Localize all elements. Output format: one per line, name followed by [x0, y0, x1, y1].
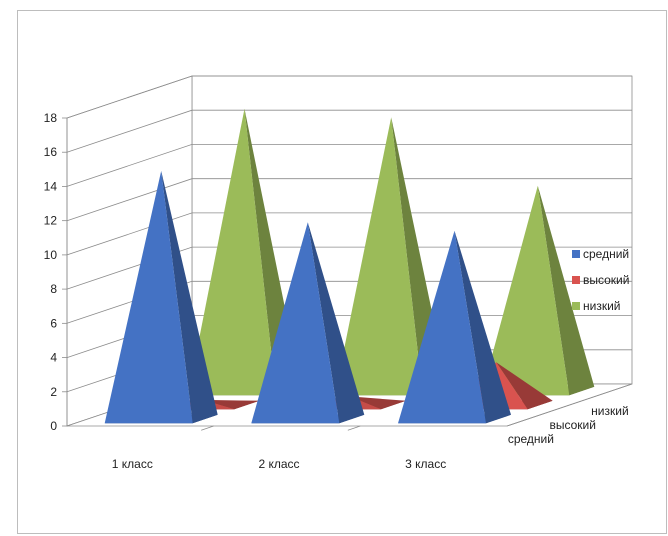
y-tick-label: 16 — [44, 145, 58, 159]
legend-label: высокий — [583, 273, 629, 287]
legend-label: средний — [583, 247, 629, 261]
gridline — [66, 178, 632, 222]
pyramid-side-face — [496, 362, 553, 410]
y-tick-label: 12 — [44, 214, 58, 228]
pyramid-side-face — [307, 222, 365, 424]
gridline — [66, 280, 632, 324]
legend-swatch — [572, 276, 580, 284]
pyramid-side-face — [202, 399, 260, 410]
pyramid-side-face — [161, 170, 218, 424]
depth-tick-label: высокий — [550, 418, 596, 432]
y-tick-label: 14 — [44, 179, 58, 193]
y-axis: 0 2 4 6 8 10 12 14 16 18 — [44, 111, 68, 433]
pyramid-side-face — [454, 230, 511, 424]
pyramid-front-face — [104, 170, 193, 424]
y-tick-label: 4 — [50, 351, 57, 365]
x-tick-mark — [201, 425, 214, 431]
pyramid-front-face — [251, 222, 340, 424]
y-tick-label: 6 — [50, 316, 57, 330]
legend-item-высокий: высокий — [572, 273, 629, 287]
pyramid-front-face — [334, 117, 423, 396]
pyramid-средний-3-класс — [398, 230, 511, 424]
chart-marks — [104, 108, 595, 424]
legend-item-низкий: низкий — [572, 299, 621, 313]
x-tick-label: 1 класс — [112, 457, 153, 471]
gridline — [66, 212, 632, 256]
y-tick-label: 2 — [50, 385, 57, 399]
gridline — [66, 246, 632, 290]
pyramid-средний-1-класс — [104, 170, 218, 424]
y-tick-label: 8 — [50, 282, 57, 296]
x-tick-label: 2 класс — [258, 457, 299, 471]
depth-tick-label: низкий — [591, 404, 629, 418]
legend-swatch — [572, 302, 580, 310]
pyramid-side-face — [537, 185, 595, 396]
pyramid-front-face — [398, 230, 486, 424]
y-tick-label: 0 — [50, 419, 57, 433]
depth-tick-label: средний — [508, 432, 554, 446]
y-tick-label: 10 — [44, 248, 58, 262]
gridline — [66, 143, 632, 187]
pyramid-front-face — [188, 108, 276, 396]
pyramid-средний-2-класс — [251, 222, 365, 424]
legend-label: низкий — [583, 299, 621, 313]
pyramid-front-face — [481, 185, 570, 396]
x-tick-mark — [347, 425, 361, 431]
x-axis: 1 класс 2 класс 3 класс — [112, 425, 446, 471]
pyramid-side-face — [349, 396, 406, 410]
gridline — [66, 109, 632, 153]
y-tick-label: 18 — [44, 111, 58, 125]
gridline — [66, 75, 632, 119]
depth-axis-line — [506, 383, 633, 427]
legend-swatch — [572, 250, 580, 258]
legend-item-средний: средний — [572, 247, 629, 261]
x-tick-label: 3 класс — [405, 457, 446, 471]
legend: средний высокий низкий — [572, 247, 629, 313]
